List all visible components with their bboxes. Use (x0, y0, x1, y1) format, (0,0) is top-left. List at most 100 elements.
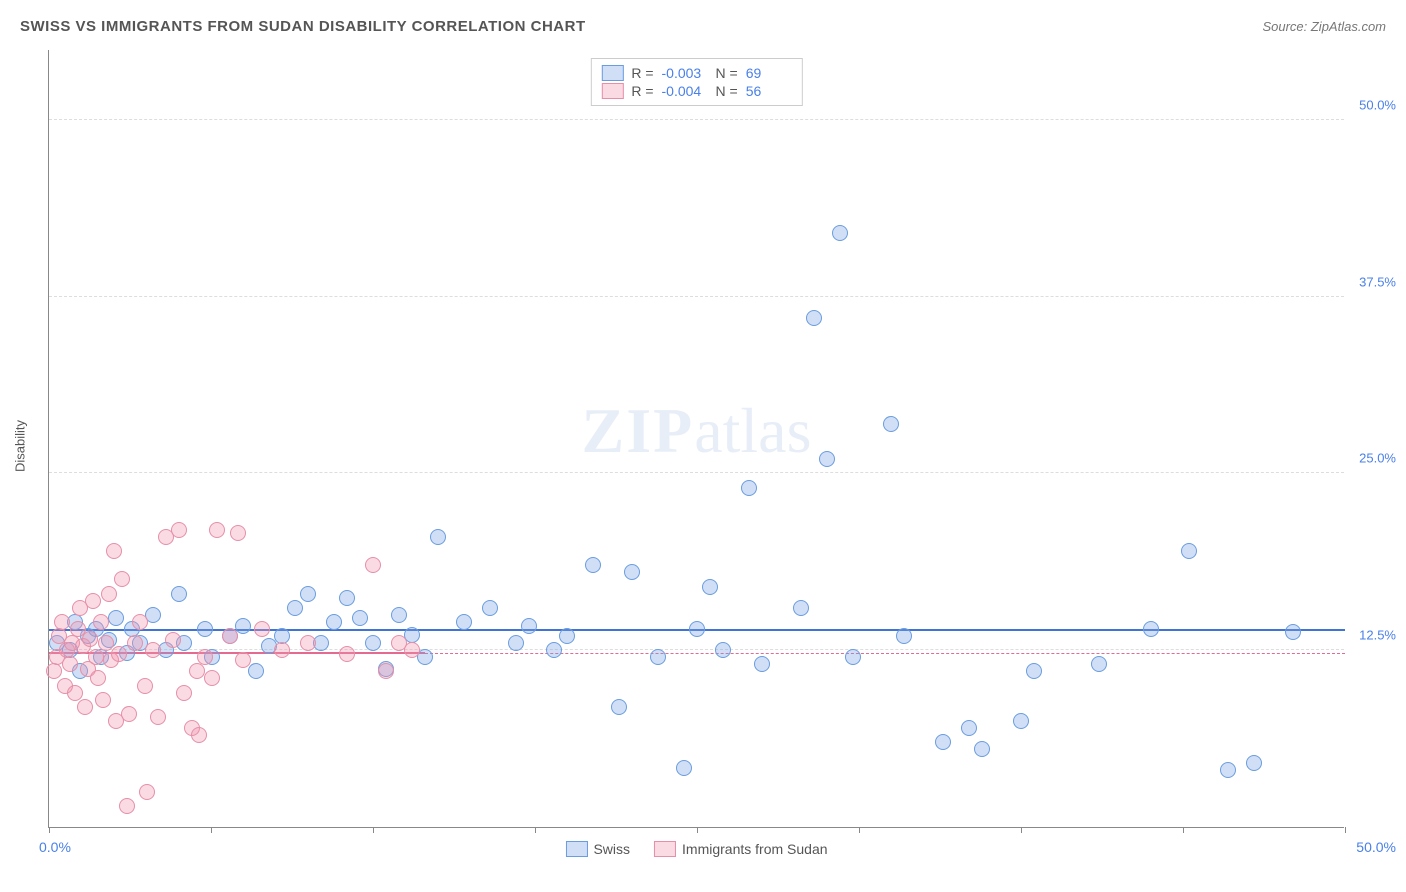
sudan-point (137, 678, 153, 694)
swiss-point (235, 618, 251, 634)
sudan-point (77, 699, 93, 715)
swiss-point (248, 663, 264, 679)
swiss-point (482, 600, 498, 616)
sudan-point (230, 525, 246, 541)
sudan-point (254, 621, 270, 637)
swiss-point (287, 600, 303, 616)
swiss-point (961, 720, 977, 736)
plot-area: ZIPatlas R =-0.003N =69R =-0.004N =56 0.… (48, 50, 1344, 828)
sudan-point (191, 727, 207, 743)
swiss-point (611, 699, 627, 715)
chart-header: SWISS VS IMMIGRANTS FROM SUDAN DISABILIT… (20, 18, 1386, 35)
sudan-point (378, 663, 394, 679)
sudan-point (176, 685, 192, 701)
sudan-point (114, 571, 130, 587)
legend-stats: R =-0.003N =69R =-0.004N =56 (590, 58, 802, 106)
y-axis-title: Disability (13, 420, 28, 472)
legend-series: SwissImmigrants from Sudan (565, 841, 827, 857)
sudan-point (82, 631, 98, 647)
sudan-point (95, 692, 111, 708)
watermark: ZIPatlas (582, 394, 812, 468)
sudan-point (93, 614, 109, 630)
sudan-point (111, 646, 127, 662)
grid-line (49, 296, 1344, 297)
y-tick-label: 12.5% (1348, 628, 1396, 643)
sudan-point (404, 642, 420, 658)
swiss-point (715, 642, 731, 658)
x-tick (211, 827, 212, 833)
x-tick (859, 827, 860, 833)
sudan-point (339, 646, 355, 662)
sudan-point (88, 649, 104, 665)
y-tick-label: 37.5% (1348, 274, 1396, 289)
legend-series-label: Swiss (593, 841, 630, 857)
swiss-point (508, 635, 524, 651)
swiss-point (935, 734, 951, 750)
sudan-point (127, 635, 143, 651)
legend-stat-row: R =-0.003N =69 (601, 65, 791, 81)
legend-r-label: R = (631, 83, 653, 99)
chart-title: SWISS VS IMMIGRANTS FROM SUDAN DISABILIT… (20, 18, 586, 35)
sudan-point (235, 652, 251, 668)
swiss-point (1013, 713, 1029, 729)
swiss-point (896, 628, 912, 644)
swiss-point (326, 614, 342, 630)
legend-swatch (565, 841, 587, 857)
x-tick (1183, 827, 1184, 833)
swiss-point (741, 480, 757, 496)
sudan-regression-dash (425, 653, 1345, 654)
legend-swatch (601, 65, 623, 81)
x-tick (49, 827, 50, 833)
sudan-point (67, 685, 83, 701)
sudan-point (121, 706, 137, 722)
x-tick (1345, 827, 1346, 833)
swiss-point (1181, 543, 1197, 559)
swiss-point (391, 607, 407, 623)
swiss-point (365, 635, 381, 651)
swiss-point (430, 529, 446, 545)
swiss-point (1143, 621, 1159, 637)
chart-source: Source: ZipAtlas.com (1262, 19, 1386, 34)
sudan-point (274, 642, 290, 658)
swiss-point (108, 610, 124, 626)
grid-line (49, 472, 1344, 473)
sudan-point (62, 656, 78, 672)
sudan-point (165, 632, 181, 648)
legend-n-label: N = (716, 83, 738, 99)
legend-series-item: Swiss (565, 841, 630, 857)
sudan-point (222, 628, 238, 644)
swiss-point (689, 621, 705, 637)
swiss-point (171, 586, 187, 602)
sudan-point (197, 649, 213, 665)
x-tick (697, 827, 698, 833)
sudan-point (90, 670, 106, 686)
y-tick-label: 50.0% (1348, 97, 1396, 112)
swiss-point (819, 451, 835, 467)
swiss-point (456, 614, 472, 630)
swiss-point (702, 579, 718, 595)
sudan-point (119, 798, 135, 814)
sudan-point (171, 522, 187, 538)
sudan-point (150, 709, 166, 725)
swiss-point (521, 618, 537, 634)
swiss-point (1246, 755, 1262, 771)
y-tick-label: 25.0% (1348, 451, 1396, 466)
x-tick (1021, 827, 1022, 833)
legend-r-value: -0.003 (662, 65, 708, 81)
sudan-point (106, 543, 122, 559)
swiss-point (754, 656, 770, 672)
swiss-point (845, 649, 861, 665)
sudan-point (101, 586, 117, 602)
x-tick (373, 827, 374, 833)
swiss-point (352, 610, 368, 626)
swiss-point (300, 586, 316, 602)
grid-line (49, 119, 1344, 120)
sudan-point (189, 663, 205, 679)
x-axis-min-label: 0.0% (39, 839, 71, 855)
swiss-point (806, 310, 822, 326)
swiss-point (197, 621, 213, 637)
swiss-point (339, 590, 355, 606)
swiss-point (585, 557, 601, 573)
sudan-point (54, 614, 70, 630)
legend-n-label: N = (716, 65, 738, 81)
